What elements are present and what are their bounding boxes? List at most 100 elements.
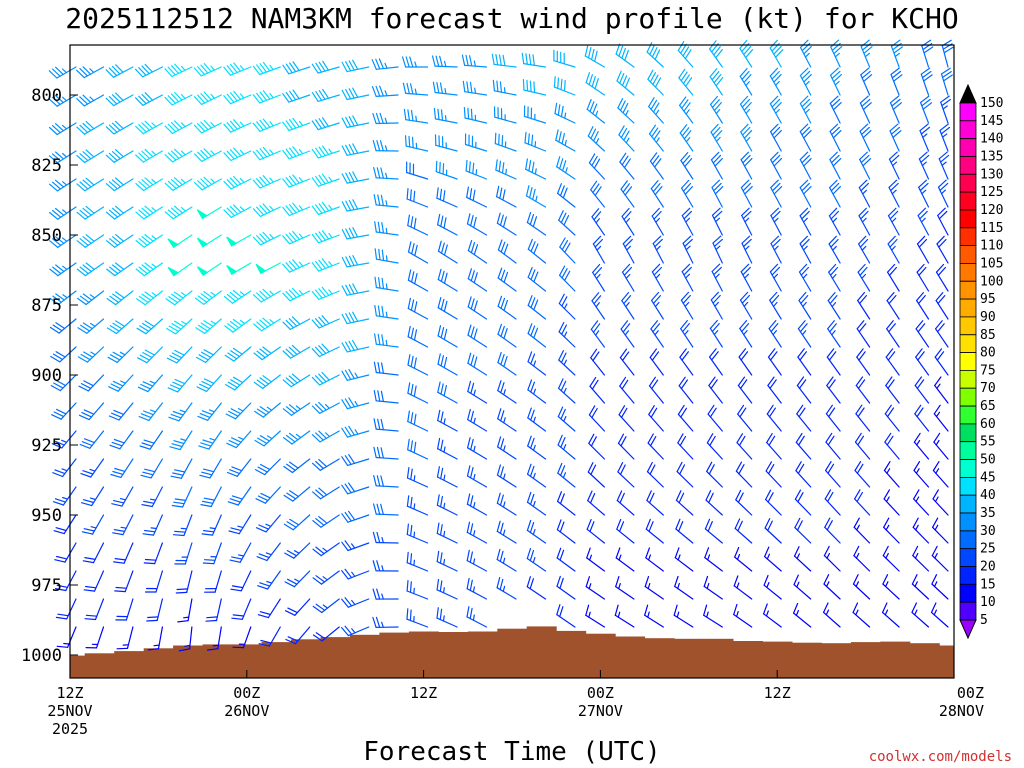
wind-barb xyxy=(912,489,930,516)
colorbar-swatch xyxy=(959,583,977,603)
wind-barb xyxy=(402,56,429,68)
wind-barb xyxy=(706,433,723,460)
wind-barb xyxy=(195,318,222,334)
wind-barb xyxy=(884,432,900,460)
wind-barb xyxy=(437,325,458,348)
wind-barb xyxy=(619,376,635,404)
wind-barb xyxy=(312,514,340,528)
wind-barb xyxy=(646,461,664,488)
terrain-bar xyxy=(114,651,145,678)
terrain-bar xyxy=(733,641,763,678)
wind-barb xyxy=(680,291,694,320)
terrain-layer xyxy=(70,626,955,678)
colorbar-swatch xyxy=(959,138,977,157)
wind-barb xyxy=(706,461,723,488)
wind-barb xyxy=(916,235,930,264)
wind-barb xyxy=(830,39,843,68)
wind-barb xyxy=(617,462,635,488)
wind-barb xyxy=(650,291,664,320)
wind-barb xyxy=(76,234,105,248)
wind-barb xyxy=(644,575,664,600)
wind-barb xyxy=(253,317,281,332)
wind-barb xyxy=(526,576,547,600)
wind-barb xyxy=(919,95,933,124)
wind-barb xyxy=(52,486,77,506)
wind-barb xyxy=(311,430,340,443)
wind-barb xyxy=(406,161,429,180)
wind-barb xyxy=(935,263,949,292)
wind-barb xyxy=(592,263,606,292)
wind-barb xyxy=(164,205,193,220)
wind-barb xyxy=(142,514,163,536)
wind-barb xyxy=(497,323,517,348)
y-tick-label: 1000 xyxy=(21,646,62,666)
wind-barb xyxy=(558,210,576,236)
wind-barb xyxy=(769,291,782,320)
wind-barb xyxy=(311,230,340,244)
wind-barb xyxy=(592,235,606,264)
wind-barb xyxy=(559,237,576,264)
wind-barb xyxy=(527,379,547,404)
wind-barb xyxy=(798,263,812,292)
wind-barb xyxy=(674,575,694,600)
wind-barb xyxy=(136,290,163,306)
wind-barb xyxy=(921,39,934,68)
wind-barb xyxy=(143,542,163,565)
wind-barb xyxy=(285,626,311,645)
wind-barb xyxy=(374,276,399,292)
wind-barb xyxy=(737,404,753,432)
wind-barb xyxy=(80,458,105,478)
wind-barb xyxy=(521,52,547,68)
colorbar-swatch xyxy=(959,280,977,300)
colorbar-swatch xyxy=(959,405,977,425)
terrain-bar xyxy=(173,645,204,678)
wind-barb xyxy=(51,402,77,420)
wind-barb xyxy=(765,461,782,488)
wind-barb xyxy=(312,458,340,471)
colorbar-label: 25 xyxy=(980,542,996,557)
colorbar-label: 10 xyxy=(980,595,996,610)
wind-barb xyxy=(436,187,458,208)
wind-barb xyxy=(226,430,252,449)
wind-barb xyxy=(646,490,664,516)
wind-barb xyxy=(437,409,458,432)
wind-barb xyxy=(741,235,753,264)
wind-barb xyxy=(116,626,134,650)
wind-barb xyxy=(496,492,517,516)
wind-barb xyxy=(794,517,812,544)
wind-barb xyxy=(108,402,134,421)
wind-barb xyxy=(853,545,871,572)
terrain-bar xyxy=(84,653,115,678)
wind-barb xyxy=(793,546,812,572)
colorbar-swatch xyxy=(959,441,977,460)
wind-barb xyxy=(225,402,252,420)
wind-barb xyxy=(48,150,77,164)
wind-barb xyxy=(709,95,723,124)
wind-barb xyxy=(256,542,281,562)
wind-barb xyxy=(619,152,635,180)
wind-barb xyxy=(734,546,753,572)
wind-barb xyxy=(705,490,723,516)
colorbar-swatch xyxy=(959,316,977,336)
wind-barb xyxy=(852,602,871,628)
terrain-bar xyxy=(467,631,498,678)
wind-barb xyxy=(193,91,222,106)
wind-barb xyxy=(282,230,311,245)
colorbar-top-cap xyxy=(959,83,977,104)
wind-barb xyxy=(138,402,163,421)
wind-barb xyxy=(282,287,311,302)
wind-barb xyxy=(677,40,694,68)
wind-barb xyxy=(139,430,163,450)
wind-barb xyxy=(467,240,488,264)
wind-barb xyxy=(196,374,222,392)
wind-barb xyxy=(585,576,606,600)
wind-barb xyxy=(198,430,222,450)
terrain-bar xyxy=(556,630,587,678)
wind-barb xyxy=(341,87,370,101)
wind-barb xyxy=(341,597,370,608)
wind-barb xyxy=(527,407,547,432)
wind-barb xyxy=(675,518,694,544)
wind-barb xyxy=(194,148,222,162)
wind-barb xyxy=(799,151,812,180)
